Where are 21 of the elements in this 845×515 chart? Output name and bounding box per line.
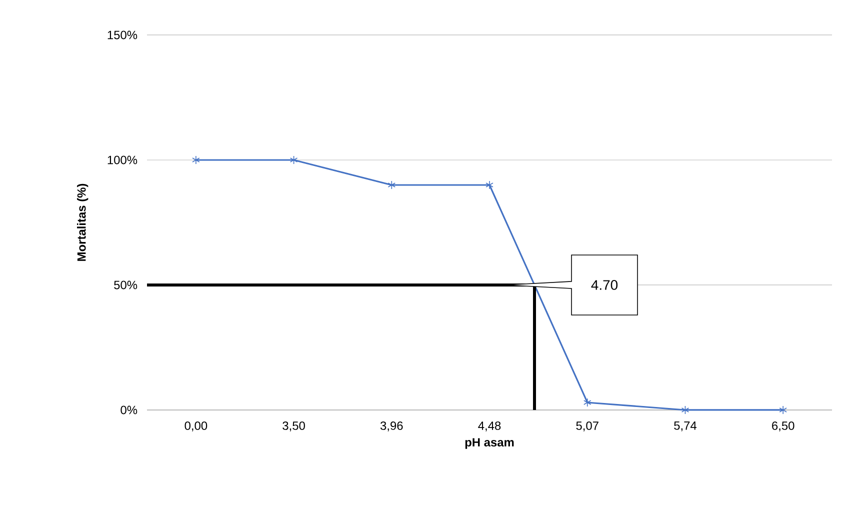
- x-tick-label: 3,50: [282, 421, 305, 432]
- x-tick-label: 0,00: [184, 421, 208, 432]
- point: [584, 398, 592, 407]
- point: [388, 180, 396, 190]
- x-tick-label: 3,96: [380, 421, 403, 432]
- y-tick-label: 50%: [114, 280, 138, 290]
- point: [681, 406, 690, 414]
- x-axis-title: pH asam: [465, 438, 514, 449]
- point: [290, 156, 298, 164]
- point: [779, 406, 787, 414]
- point: [192, 156, 200, 164]
- y-tick-label: 0%: [120, 406, 138, 414]
- annotation: 4.70: [591, 280, 618, 290]
- y-axis-title: Mortalitas (%): [77, 184, 88, 261]
- x-tick-label: 5,74: [674, 421, 697, 432]
- x-tick-label: 4,48: [478, 421, 501, 432]
- x-tick-label: 5,07: [576, 421, 598, 432]
- x-tick-label: 6,50: [772, 421, 794, 432]
- y-tick-label: 100%: [108, 156, 138, 164]
- y-tick-label: 150%: [108, 30, 138, 40]
- point: [486, 180, 494, 190]
